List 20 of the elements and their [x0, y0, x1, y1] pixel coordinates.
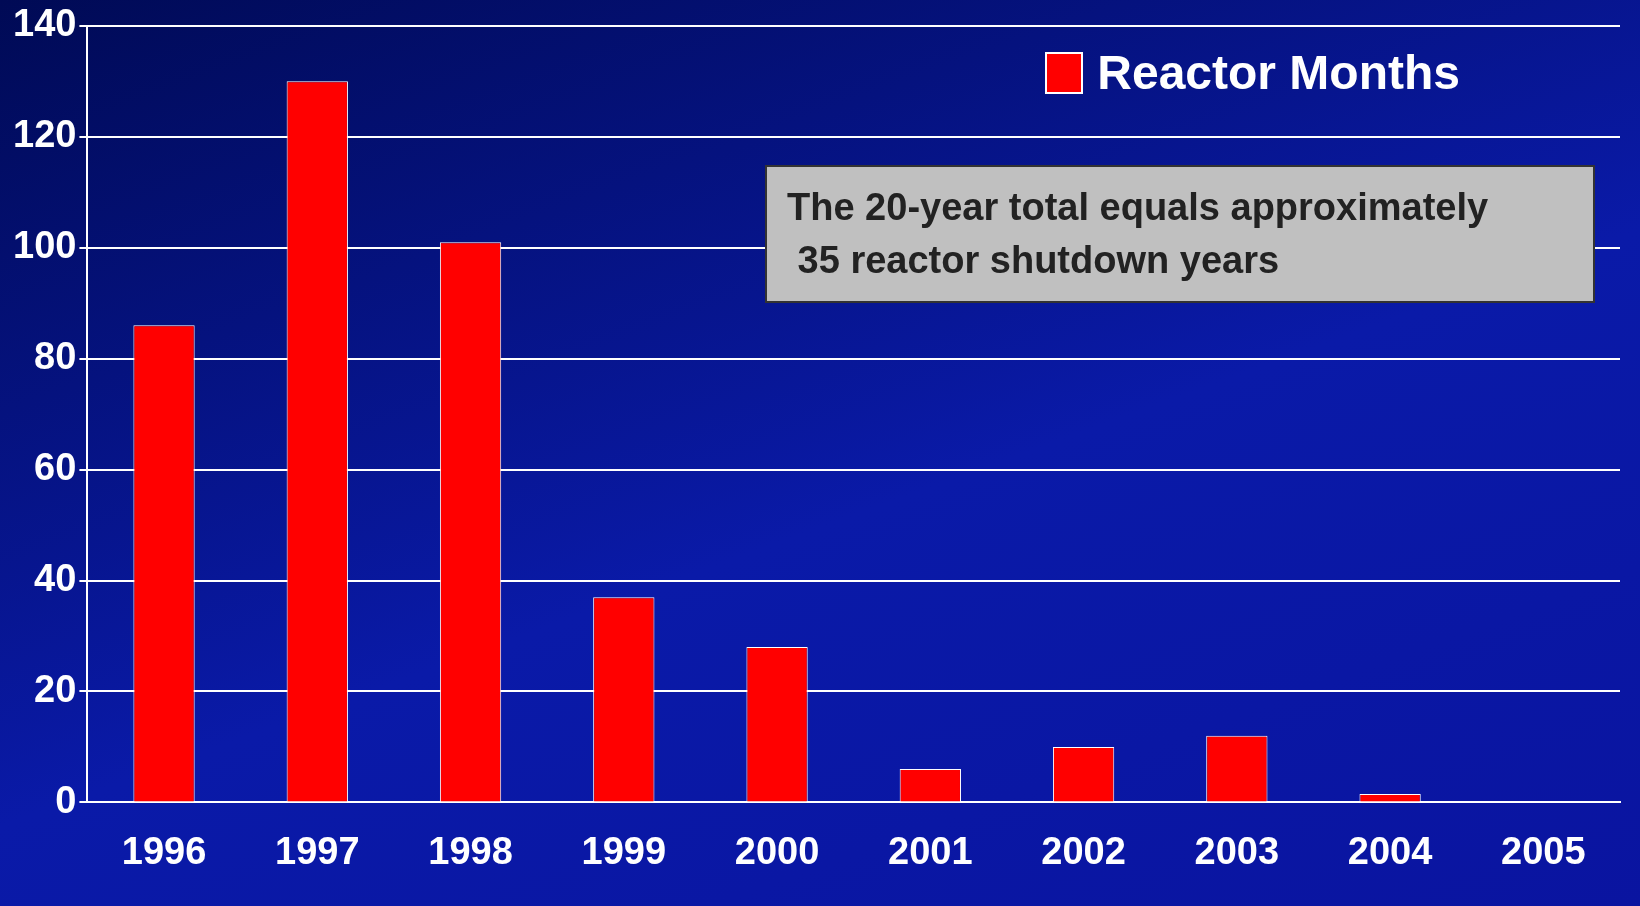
note-box: The 20-year total equals approximately 35 reactor shutdown years: [765, 165, 1595, 304]
text: Reactor Months: [1097, 45, 1460, 100]
x-tick-label: 1998: [428, 829, 513, 872]
x-tick-label: 2001: [888, 829, 973, 872]
y-tick-label: 120: [13, 113, 77, 156]
y-tick-label: 80: [34, 335, 77, 378]
x-tick-label: 2004: [1347, 829, 1433, 872]
x-tick-label: 1996: [121, 829, 207, 872]
x-tick-label: 2000: [734, 829, 820, 872]
y-tick-label: 20: [34, 667, 77, 710]
x-tick-label: 2005: [1501, 829, 1586, 872]
x-tick-label: 1999: [581, 829, 667, 872]
x-tick-label: 2003: [1194, 829, 1280, 872]
x-tick-label: 1997: [275, 829, 360, 872]
x-tick-label: 2002: [1041, 829, 1126, 872]
y-tick-label: 100: [13, 224, 77, 267]
y-tick-label: 0: [55, 778, 77, 821]
y-tick-label: 40: [34, 557, 77, 599]
y-tick-label: 140: [13, 2, 77, 45]
y-tick-label: 60: [34, 446, 77, 489]
